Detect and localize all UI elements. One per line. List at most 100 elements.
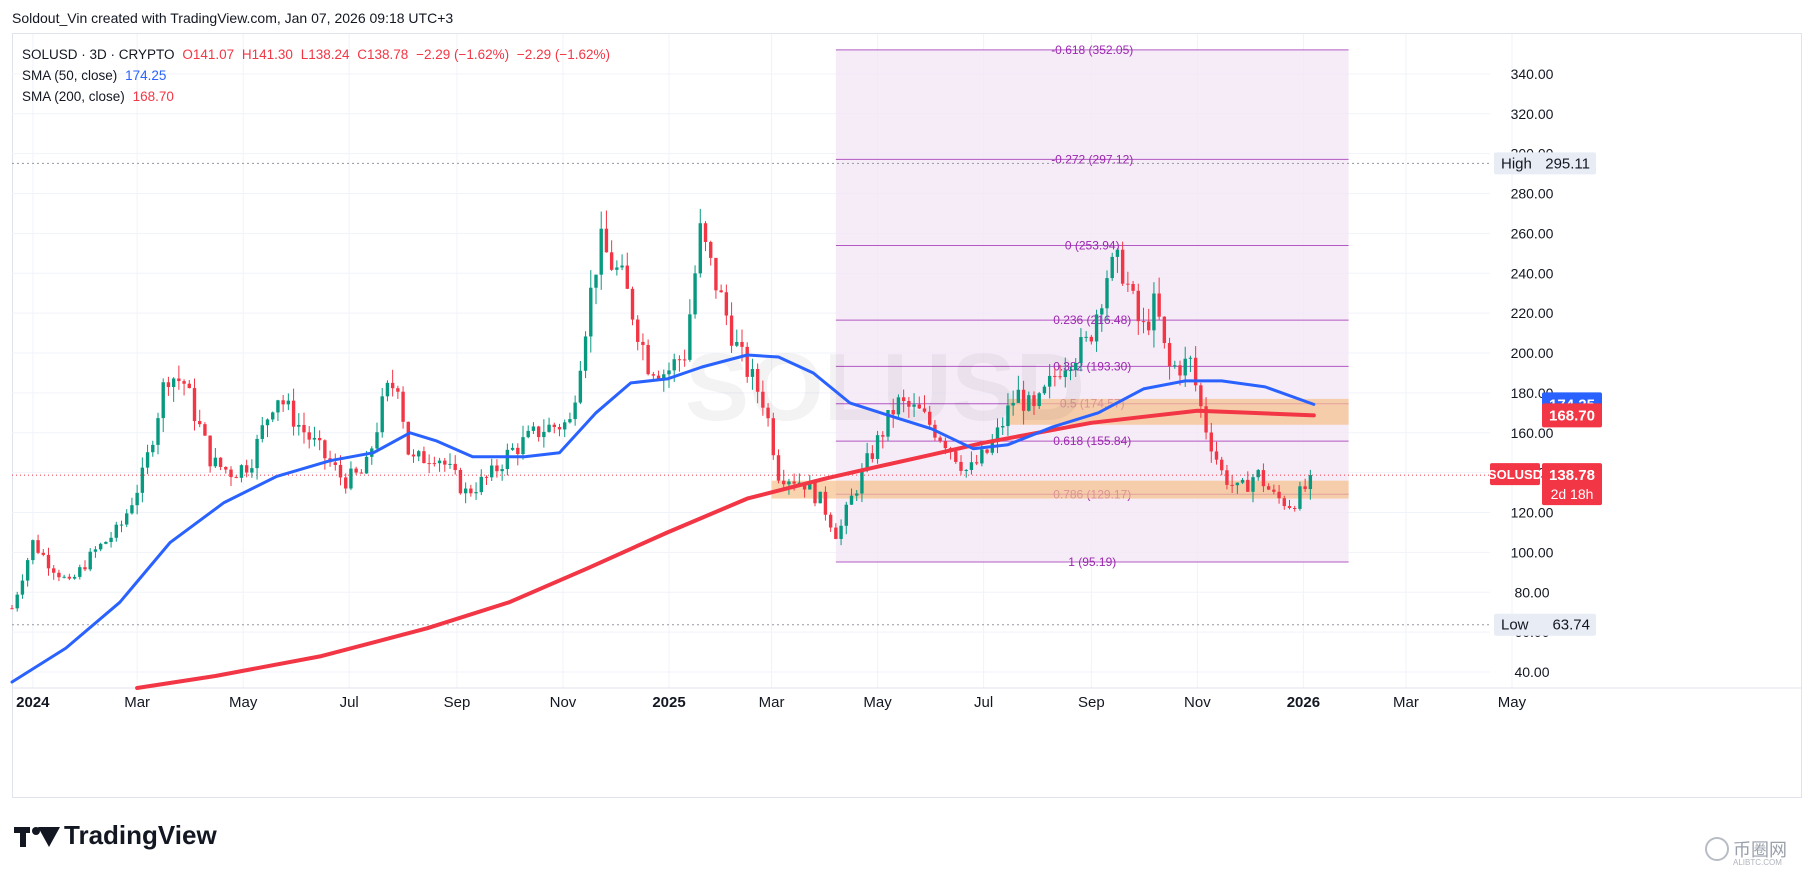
candle-body (740, 341, 744, 347)
candle-body (745, 346, 749, 377)
candle-body (151, 444, 155, 453)
price-tags: High295.11Low63.74174.25168.70SOLUSD138.… (1488, 152, 1602, 636)
time-tick-label: Mar (124, 694, 150, 711)
candle-body (672, 359, 676, 371)
price-tick-label: 80.00 (1514, 584, 1549, 600)
candle-body (615, 267, 619, 270)
current-symbol-tag (1490, 463, 1540, 486)
price-tick-label: 220.00 (1511, 305, 1554, 321)
candle-body (1246, 479, 1250, 492)
candle-body (1266, 486, 1271, 490)
candle-body (589, 287, 593, 337)
candle-body (72, 576, 77, 579)
candle-body (1178, 365, 1182, 376)
candle-body (604, 228, 609, 253)
candle-body (1225, 470, 1229, 485)
candle-body (766, 407, 770, 419)
candle-body (750, 369, 755, 377)
candle-body (271, 412, 275, 420)
candle-body (62, 576, 66, 578)
candle-body (187, 383, 191, 389)
candle-body (385, 382, 390, 397)
candle-body (276, 400, 280, 413)
candle-body (469, 488, 473, 494)
candle-body (401, 391, 405, 422)
candle-body (46, 554, 51, 569)
candle-body (1100, 308, 1104, 315)
legend-low: L138.24 (300, 47, 350, 62)
tradingview-logo-icon (14, 825, 60, 847)
candle-body (1115, 249, 1120, 257)
candle-body (344, 477, 348, 489)
candle-body (396, 388, 400, 392)
sma200-label[interactable]: SMA (200, close) (22, 89, 125, 104)
candle-body (1157, 293, 1161, 317)
candle-body (855, 493, 859, 496)
candle-body (453, 463, 457, 470)
candle-body (823, 491, 828, 515)
candle-body (364, 456, 369, 474)
low-tag-value: 63.74 (1552, 617, 1590, 634)
candle-body (333, 462, 337, 465)
price-tick-label: 200.00 (1511, 345, 1554, 361)
candlesticks (10, 208, 1313, 612)
candle-body (1256, 470, 1260, 478)
price-tick-label: 280.00 (1511, 186, 1554, 202)
candle-body (156, 418, 160, 445)
candle-body (782, 480, 786, 485)
legend-change-pct: −2.29 (−1.62%) (516, 47, 610, 62)
candle-body (693, 273, 697, 315)
candle-body (896, 397, 901, 415)
candle-body (641, 341, 645, 345)
tradingview-brand[interactable]: TradingView (14, 820, 217, 851)
candle-body (213, 457, 218, 467)
candle-body (943, 440, 948, 449)
candle-body (1152, 293, 1156, 331)
candle-body (1214, 451, 1219, 460)
fib-level-label: -0.272 (297.12) (1051, 152, 1133, 166)
candle-body (729, 315, 734, 346)
candle-body (901, 397, 906, 402)
time-tick-label: 2025 (652, 694, 685, 711)
candle-body (140, 467, 145, 493)
candle-body (552, 424, 556, 428)
candle-body (1230, 484, 1234, 486)
fib-level-label: -0.618 (352.05) (1051, 43, 1133, 57)
candle-body (1188, 357, 1193, 359)
candle-body (563, 422, 567, 430)
time-tick-label: May (229, 694, 258, 711)
candle-body (646, 344, 650, 375)
candle-body (1147, 321, 1151, 331)
candle-body (1308, 475, 1313, 490)
candle-body (312, 437, 317, 440)
candle-body (1021, 389, 1026, 411)
time-tick-label: Nov (550, 694, 577, 711)
candle-body (1011, 402, 1015, 406)
candle-body (349, 468, 353, 489)
candle-body (860, 469, 864, 494)
candle-body (1136, 290, 1140, 322)
candle-body (411, 454, 416, 457)
candle-body (808, 481, 812, 490)
candle-body (250, 468, 254, 473)
candle-body (1220, 459, 1224, 471)
candle-body (323, 440, 327, 459)
candle-body (1058, 376, 1062, 378)
sma50-label[interactable]: SMA (50, close) (22, 68, 118, 83)
time-tick-label: Nov (1184, 694, 1211, 711)
candle-body (255, 438, 259, 469)
candle-body (698, 223, 702, 274)
candle-body (15, 594, 19, 609)
candle-body (828, 514, 833, 528)
candle-body (724, 292, 729, 316)
candle-body (406, 421, 410, 455)
candle-body (703, 223, 708, 242)
candle-body (980, 449, 984, 464)
candle-body (651, 374, 656, 376)
candle-body (583, 336, 588, 371)
candle-body (474, 492, 478, 494)
price-tick-label: 160.00 (1511, 425, 1554, 441)
candle-body (338, 464, 343, 478)
legend-symbol[interactable]: SOLUSD · 3D · CRYPTO (22, 47, 175, 62)
